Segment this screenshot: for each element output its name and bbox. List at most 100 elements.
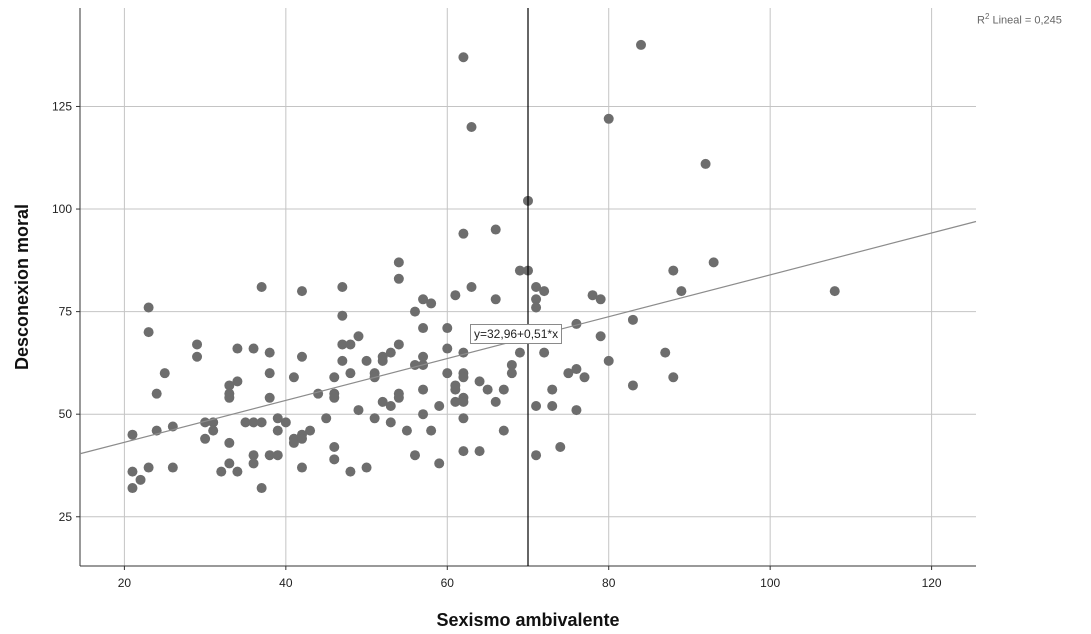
data-point xyxy=(426,425,437,436)
data-point xyxy=(393,339,404,350)
r2-superscript: 2 xyxy=(984,12,990,21)
data-point xyxy=(377,355,388,366)
data-point xyxy=(393,257,404,268)
data-point xyxy=(579,372,590,383)
tick-labels: 20 40 60 80 100 120 25 50 75 100 125 xyxy=(52,99,942,590)
y-tick-label: 50 xyxy=(59,407,73,421)
data-point xyxy=(329,392,340,403)
data-point xyxy=(353,405,364,416)
data-point xyxy=(474,446,485,457)
data-point xyxy=(603,113,614,124)
data-point xyxy=(676,286,687,297)
data-point xyxy=(668,372,679,383)
data-point xyxy=(264,347,275,358)
data-point xyxy=(409,450,420,461)
data-point xyxy=(385,417,396,428)
data-point xyxy=(587,290,598,301)
data-point xyxy=(466,121,477,132)
data-point xyxy=(490,294,501,305)
data-point xyxy=(474,376,485,387)
x-axis-title: Sexismo ambivalente xyxy=(436,610,619,630)
data-point xyxy=(571,364,582,375)
data-point xyxy=(224,458,235,469)
data-point xyxy=(627,314,638,325)
data-point xyxy=(571,318,582,329)
data-point xyxy=(361,462,372,473)
data-point xyxy=(547,400,558,411)
x-tick-label: 60 xyxy=(441,576,455,590)
data-point xyxy=(555,442,566,453)
data-point xyxy=(369,413,380,424)
data-point xyxy=(264,450,275,461)
data-point xyxy=(337,355,348,366)
data-point xyxy=(458,347,469,358)
data-point xyxy=(660,347,671,358)
data-point xyxy=(603,355,614,366)
data-point xyxy=(418,351,429,362)
r2-label: R2 Lineal = 0,245 xyxy=(977,12,1062,27)
data-point xyxy=(418,409,429,420)
x-tick-label: 40 xyxy=(279,576,293,590)
data-point xyxy=(377,396,388,407)
data-point xyxy=(296,462,307,473)
data-point xyxy=(539,347,550,358)
data-point xyxy=(296,433,307,444)
data-point xyxy=(337,282,348,292)
data-point xyxy=(595,331,606,342)
y-tick-label: 75 xyxy=(59,305,73,319)
data-point xyxy=(329,372,340,383)
x-tick-label: 100 xyxy=(760,576,780,590)
data-point xyxy=(127,429,138,440)
data-point xyxy=(288,372,299,383)
data-point xyxy=(442,343,453,354)
data-point xyxy=(345,339,356,350)
data-point xyxy=(418,384,429,395)
data-point xyxy=(393,392,404,403)
data-point xyxy=(531,294,542,305)
data-point xyxy=(216,466,227,477)
data-point xyxy=(337,339,348,350)
data-point xyxy=(305,425,316,436)
data-point xyxy=(482,384,493,395)
data-point xyxy=(345,466,356,477)
data-point xyxy=(636,39,647,50)
r2-prefix: R xyxy=(977,14,985,27)
data-point xyxy=(280,417,291,428)
data-point xyxy=(490,224,501,235)
y-tick-label: 100 xyxy=(52,202,72,216)
data-point xyxy=(418,323,429,334)
data-point xyxy=(345,368,356,379)
data-point xyxy=(506,368,517,379)
data-point xyxy=(264,392,275,403)
data-point xyxy=(531,302,542,313)
data-point xyxy=(313,388,324,399)
data-point xyxy=(337,310,348,321)
x-tick-label: 120 xyxy=(922,576,942,590)
data-point xyxy=(264,368,275,379)
data-point xyxy=(700,158,711,169)
x-tick-label: 80 xyxy=(602,576,616,590)
data-point xyxy=(135,474,146,485)
data-point xyxy=(418,294,429,305)
data-point xyxy=(143,302,154,313)
data-point xyxy=(393,273,404,284)
data-point xyxy=(272,425,283,436)
data-point xyxy=(426,298,437,309)
data-point xyxy=(143,462,154,473)
data-point xyxy=(571,405,582,416)
data-point xyxy=(321,413,332,424)
data-point xyxy=(708,257,719,268)
data-point xyxy=(224,380,235,391)
data-point xyxy=(498,425,509,436)
data-point xyxy=(256,282,267,292)
data-point xyxy=(563,368,574,379)
data-point xyxy=(127,483,138,494)
data-point xyxy=(272,450,283,461)
data-point xyxy=(272,413,283,424)
data-point xyxy=(296,286,307,297)
data-point xyxy=(514,347,525,358)
data-point xyxy=(498,384,509,395)
data-point xyxy=(159,368,170,379)
data-point xyxy=(539,286,550,297)
